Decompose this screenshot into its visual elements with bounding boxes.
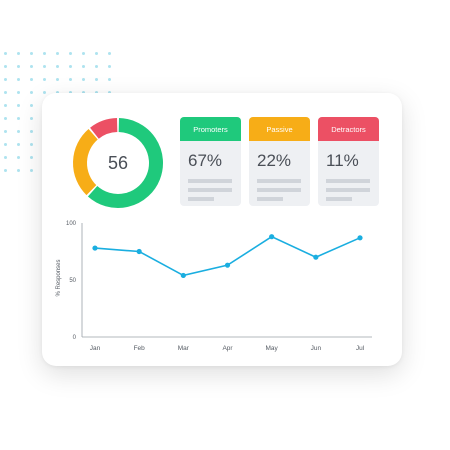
data-point: [313, 254, 319, 260]
data-point: [269, 234, 275, 240]
detractors-header: Detractors: [318, 117, 379, 141]
decorative-dot: [30, 143, 33, 146]
decorative-dot: [69, 78, 72, 81]
decorative-dot: [17, 52, 20, 55]
data-point: [136, 248, 142, 255]
decorative-dot: [30, 52, 33, 55]
passive-value: 22%: [257, 151, 292, 170]
promoters-header: Promoters: [180, 117, 241, 141]
decorative-dot: [30, 117, 33, 120]
y-tick-label: 100: [66, 221, 77, 227]
x-tick-label: May: [266, 345, 279, 352]
x-tick-label: Jan: [90, 345, 101, 352]
x-tick-label: Jun: [311, 345, 322, 352]
donut-segment-red: [90, 118, 118, 139]
y-tick-label: 0: [73, 335, 77, 341]
decorative-dot: [17, 143, 20, 146]
data-point: [92, 245, 98, 251]
y-axis-label: % Responses: [56, 259, 62, 296]
x-tick-label: Jul: [356, 345, 365, 352]
decorative-dot: [108, 52, 111, 55]
decorative-dot: [4, 52, 7, 55]
decorative-dot: [30, 156, 33, 159]
decorative-dot: [17, 130, 20, 133]
decorative-dot: [4, 117, 7, 120]
decorative-dot: [43, 78, 46, 81]
responses-line-chart: % Responses 0 50 100 Jan Feb Mar Apr May Jun Jul: [56, 221, 372, 352]
passive-card: Passive 22%: [249, 117, 310, 206]
decorative-dot: [4, 65, 7, 68]
decorative-dot: [95, 52, 98, 55]
decorative-dot: [30, 169, 33, 172]
decorative-dot: [17, 78, 20, 81]
decorative-dot: [4, 130, 7, 133]
decorative-dot: [30, 130, 33, 133]
decorative-dot: [56, 65, 59, 68]
decorative-dot: [108, 78, 111, 81]
data-point: [357, 235, 363, 241]
decorative-dot: [95, 78, 98, 81]
placeholder-line: [257, 179, 301, 183]
decorative-dot: [43, 65, 46, 68]
data-point: [224, 262, 231, 268]
promoters-value: 67%: [188, 151, 223, 170]
detractors-value: 11%: [326, 151, 359, 170]
x-tick-label: Mar: [178, 345, 190, 352]
decorative-dot: [43, 52, 46, 55]
placeholder-line: [257, 197, 283, 201]
x-tick-label: Feb: [134, 345, 146, 352]
y-tick-label: 50: [69, 278, 76, 284]
decorative-dot: [17, 104, 20, 107]
decorative-dot: [17, 169, 20, 172]
placeholder-line: [188, 188, 232, 192]
promoters-card: Promoters 67%: [180, 117, 241, 206]
series-line: [94, 235, 361, 277]
decorative-dot: [82, 78, 85, 81]
decorative-dot: [30, 65, 33, 68]
decorative-dot: [4, 169, 7, 172]
decorative-dot: [108, 91, 111, 94]
decorative-dot: [108, 65, 111, 68]
decorative-dot: [82, 91, 85, 94]
passive-header: Passive: [249, 117, 310, 141]
decorative-dot: [4, 156, 7, 159]
x-tick-label: Apr: [222, 345, 233, 352]
decorative-dot: [4, 143, 7, 146]
decorative-dot: [56, 52, 59, 55]
decorative-dot: [56, 91, 59, 94]
decorative-dot: [56, 78, 59, 81]
donut-segment-green: [87, 118, 163, 208]
decorative-dot: [30, 78, 33, 81]
decorative-dot: [69, 91, 72, 94]
nps-dashboard-card: 56 Promoters 67% Passive 22% Detractors …: [42, 93, 402, 366]
placeholder-line: [326, 179, 370, 183]
decorative-dot: [30, 91, 33, 94]
decorative-dot: [69, 65, 72, 68]
decorative-dot: [69, 52, 72, 55]
nps-score: 56: [107, 152, 129, 173]
decorative-dot: [4, 104, 7, 107]
decorative-dot: [95, 91, 98, 94]
decorative-dot: [82, 65, 85, 68]
placeholder-line: [188, 197, 214, 201]
detractors-card: Detractors 11%: [318, 117, 379, 206]
decorative-dot: [82, 52, 85, 55]
placeholder-line: [326, 197, 352, 201]
decorative-dot: [4, 91, 7, 94]
decorative-dot: [17, 91, 20, 94]
decorative-dot: [4, 78, 7, 81]
decorative-dot: [17, 117, 20, 120]
decorative-dot: [43, 91, 46, 94]
decorative-dot: [95, 65, 98, 68]
placeholder-line: [257, 188, 301, 192]
placeholder-line: [188, 179, 232, 183]
nps-donut-chart: [73, 118, 163, 208]
decorative-dot: [17, 156, 20, 159]
decorative-dot: [17, 65, 20, 68]
placeholder-line: [326, 188, 370, 192]
decorative-dot: [30, 104, 33, 107]
data-point: [180, 272, 186, 279]
donut-segment-orange: [73, 128, 99, 196]
